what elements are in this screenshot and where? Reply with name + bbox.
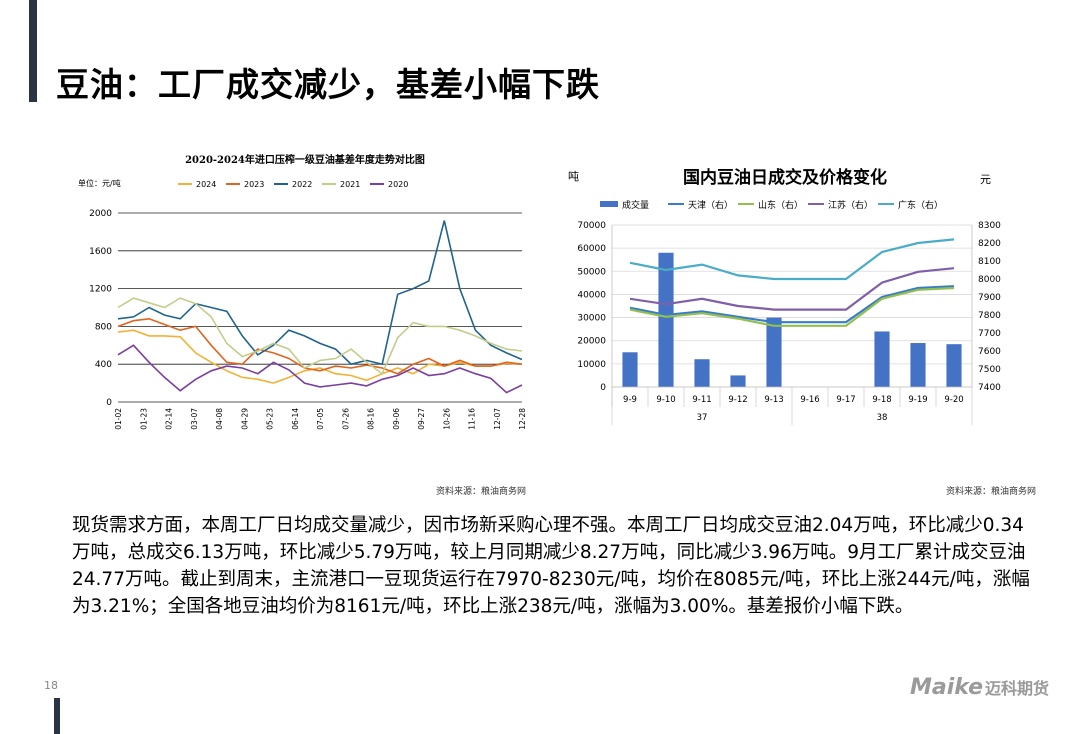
chart2-x-tick: 9-10 bbox=[656, 395, 675, 405]
series-line-2024 bbox=[117, 329, 523, 384]
chart2-y-tick: 50000 bbox=[577, 267, 606, 277]
chart1-x-tick: 09-06 bbox=[392, 408, 401, 430]
volume-bar-9-9 bbox=[622, 352, 638, 387]
chart2-title: 国内豆油日成交及价格变化 bbox=[683, 167, 887, 188]
legend-label-2020: 2020 bbox=[388, 180, 408, 189]
series-line-2021 bbox=[117, 297, 523, 375]
chart1-y-tick: 800 bbox=[95, 322, 112, 332]
chart1-x-tick: 01-02 bbox=[114, 408, 123, 430]
legend-label-天津（右）: 天津（右） bbox=[688, 199, 733, 211]
chart2-y-tick: 20000 bbox=[577, 337, 606, 347]
chart2-x-tick: 9-11 bbox=[692, 395, 711, 405]
chart2-right-unit: 元 bbox=[980, 173, 991, 186]
chart2-week-label: 38 bbox=[877, 413, 888, 423]
legend-label-2023: 2023 bbox=[244, 180, 264, 189]
chart2-y-tick: 60000 bbox=[577, 244, 606, 254]
chart1-x-tick: 04-29 bbox=[240, 408, 249, 430]
chart1-x-tick: 10-26 bbox=[442, 408, 451, 430]
legend-label-2022: 2022 bbox=[292, 180, 312, 189]
chart2-y-tick: 30000 bbox=[577, 314, 606, 324]
volume-bar-9-18 bbox=[874, 331, 890, 387]
chart1-x-tick: 05-23 bbox=[266, 408, 275, 430]
footer-accent-bar bbox=[54, 698, 60, 734]
chart1-x-tick: 02-14 bbox=[165, 408, 174, 430]
chart1-x-tick: 04-08 bbox=[215, 408, 224, 430]
chart2-y-tick: 10000 bbox=[577, 360, 606, 370]
chart1-y-tick: 400 bbox=[95, 360, 112, 370]
chart2-week-label: 37 bbox=[697, 413, 708, 423]
chart1-y-tick: 1600 bbox=[89, 247, 112, 257]
chart2-y-tick: 40000 bbox=[577, 290, 606, 300]
page-number: 18 bbox=[44, 679, 58, 692]
chart1-y-tick: 1200 bbox=[89, 285, 112, 295]
chart1-x-tick: 08-16 bbox=[367, 408, 376, 430]
chart2-y-tick: 0 bbox=[600, 383, 606, 393]
series-line-2022 bbox=[117, 220, 523, 366]
volume-bar-9-12 bbox=[730, 375, 746, 387]
chart2-y-tick: 70000 bbox=[577, 221, 606, 231]
chart2-y2-tick: 8300 bbox=[978, 221, 1001, 231]
chart1-x-tick: 06-14 bbox=[291, 408, 300, 430]
chart2-x-tick: 9-13 bbox=[764, 395, 783, 405]
chart2-x-tick: 9-19 bbox=[908, 395, 927, 405]
chart2-y2-tick: 8100 bbox=[978, 257, 1001, 267]
title-accent-bar bbox=[29, 0, 37, 102]
price-line-江苏（右） bbox=[629, 267, 955, 311]
chart1-y-tick: 0 bbox=[106, 398, 112, 408]
chart2-source: 资料来源：粮油商务网 bbox=[946, 487, 1037, 497]
price-line-天津（右） bbox=[629, 285, 955, 324]
chart2-x-tick: 9-20 bbox=[944, 395, 963, 405]
legend-label-广东（右）: 广东（右） bbox=[898, 199, 943, 211]
chart1-x-tick: 07-26 bbox=[341, 408, 350, 430]
volume-bar-9-10 bbox=[658, 252, 674, 387]
legend-swatch-volume bbox=[600, 201, 618, 207]
chart2-x-tick: 9-18 bbox=[872, 395, 891, 405]
chart1-x-tick: 09-27 bbox=[417, 408, 426, 430]
legend-label-江苏（右）: 江苏（右） bbox=[828, 199, 873, 211]
chart2-y2-tick: 7800 bbox=[978, 311, 1001, 321]
chart1-title: 2020-2024年进口压榨一级豆油基差年度走势对比图 bbox=[185, 153, 425, 166]
logo-latin: Maike bbox=[910, 675, 984, 700]
chart2-x-tick: 9-9 bbox=[623, 395, 637, 405]
volume-bar-9-19 bbox=[910, 343, 926, 387]
volume-bar-9-11 bbox=[694, 359, 710, 387]
chart2-x-tick: 9-16 bbox=[800, 395, 819, 405]
chart2-y2-tick: 8000 bbox=[978, 275, 1001, 285]
chart1-source: 资料来源：粮油商务网 bbox=[436, 487, 527, 497]
chart2-y2-tick: 7600 bbox=[978, 347, 1001, 357]
chart1-unit-label: 单位：元/吨 bbox=[78, 178, 121, 188]
legend-label-2024: 2024 bbox=[196, 180, 216, 189]
chart2-y2-tick: 7700 bbox=[978, 329, 1001, 339]
chart2-y2-tick: 7400 bbox=[978, 383, 1001, 393]
legend-label-山东（右）: 山东（右） bbox=[758, 199, 803, 211]
chart2-left-unit: 吨 bbox=[568, 170, 579, 183]
price-line-山东（右） bbox=[629, 286, 955, 327]
chart1-y-tick: 2000 bbox=[89, 209, 112, 219]
chart1-x-tick: 03-07 bbox=[190, 408, 199, 430]
summary-paragraph: 现货需求方面，本周工厂日均成交量减少，因市场新采购心理不强。本周工厂日均成交豆油… bbox=[72, 515, 1030, 617]
chart1-x-tick: 07-05 bbox=[316, 408, 325, 430]
series-line-2020 bbox=[117, 344, 523, 394]
chart2-y2-tick: 7900 bbox=[978, 293, 1001, 303]
chart2-y2-tick: 7500 bbox=[978, 365, 1001, 375]
series-line-2023 bbox=[117, 317, 523, 375]
legend-label-volume: 成交量 bbox=[622, 199, 649, 211]
price-line-广东（右） bbox=[629, 238, 955, 281]
chart2-y2-tick: 8200 bbox=[978, 239, 1001, 249]
chart2-x-tick: 9-12 bbox=[728, 395, 747, 405]
legend-label-2021: 2021 bbox=[340, 180, 360, 189]
page-title: 豆油：工厂成交减少，基差小幅下跌 bbox=[56, 65, 600, 104]
volume-bar-9-20 bbox=[946, 344, 962, 387]
chart1-x-tick: 01-23 bbox=[139, 408, 148, 430]
volume-bar-9-13 bbox=[766, 317, 782, 387]
chart2-x-tick: 9-17 bbox=[836, 395, 855, 405]
logo-cn: 迈科期货 bbox=[985, 679, 1050, 698]
company-logo: Maike 迈科期货 bbox=[910, 675, 1049, 700]
chart1-x-tick: 11-16 bbox=[468, 408, 477, 430]
chart1-x-tick: 12-07 bbox=[493, 408, 502, 430]
chart1-x-tick: 12-28 bbox=[518, 408, 527, 430]
